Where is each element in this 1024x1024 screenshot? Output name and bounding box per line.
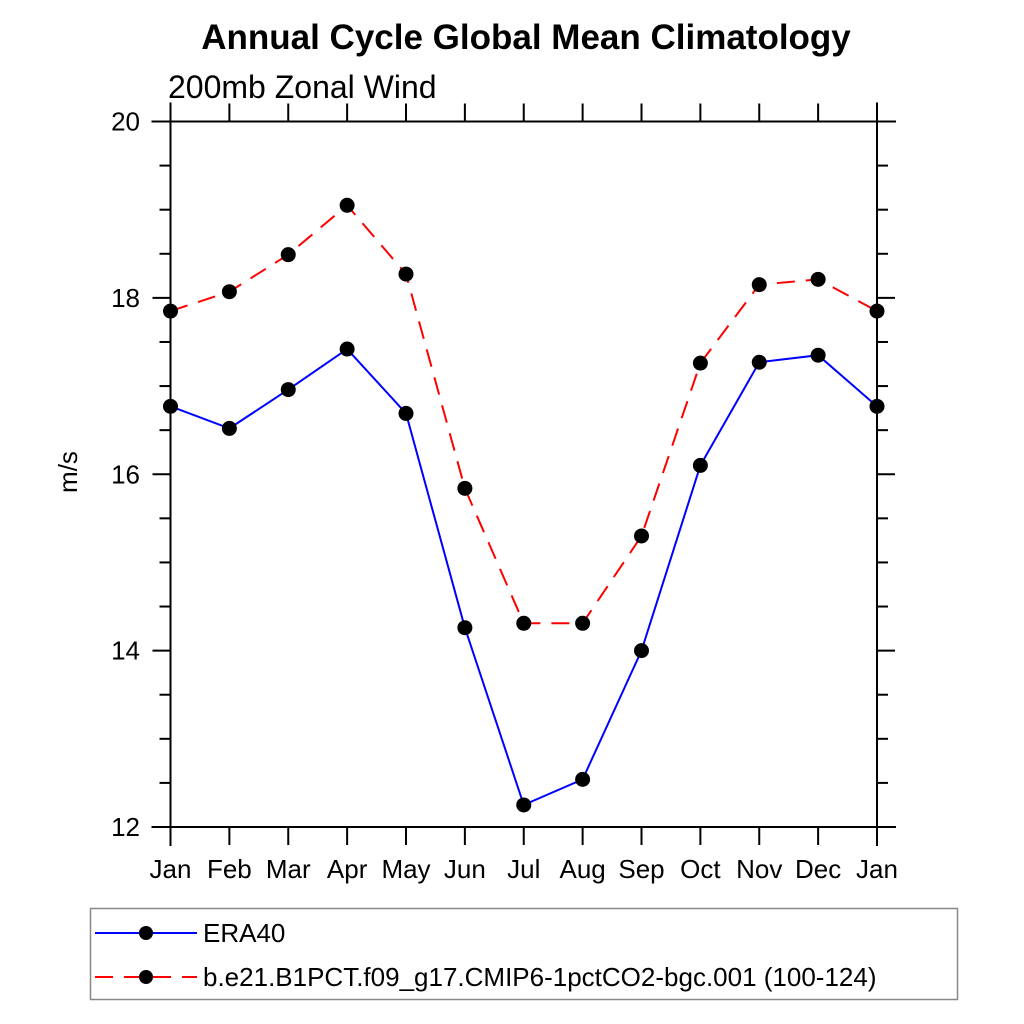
y-tick-label: 18: [111, 283, 140, 313]
series-1-marker: [810, 271, 826, 287]
y-tick-label: 14: [111, 636, 140, 666]
y-tick-label: 20: [111, 107, 140, 137]
x-tick-label: Oct: [680, 854, 721, 884]
series-0-marker: [692, 457, 708, 473]
legend-label-0: ERA40: [203, 918, 285, 948]
x-tick-label: Jun: [444, 854, 486, 884]
x-tick-label: May: [381, 854, 430, 884]
series-0-marker: [398, 405, 414, 421]
series-markers: [163, 197, 885, 813]
series-0-marker: [634, 643, 649, 659]
x-tick-label: Mar: [266, 854, 311, 884]
y-axis-label: m/s: [53, 451, 83, 493]
series-lines: [170, 203, 878, 807]
series-0-marker: [869, 398, 885, 414]
x-tick-label: Feb: [207, 854, 252, 884]
y-axis-ticks: [152, 120, 895, 828]
series-0-marker: [280, 382, 296, 398]
legend-marker-1: [139, 970, 153, 984]
series-1-marker: [751, 277, 767, 293]
chart-title: Annual Cycle Global Mean Climatology: [201, 18, 851, 57]
x-tick-label: Apr: [327, 854, 368, 884]
series-1-marker: [516, 615, 532, 631]
x-axis-ticks: [169, 103, 878, 845]
series-0-marker: [457, 620, 473, 636]
series-line-0: [170, 347, 878, 807]
series-1-marker: [398, 266, 414, 282]
legend: ERA40 b.e21.B1PCT.f09_g17.CMIP6-1pctCO2-b…: [89, 907, 959, 1001]
series-1-marker: [221, 284, 237, 300]
series-1-marker: [280, 247, 296, 263]
x-tick-label: Jan: [150, 854, 192, 884]
y-tick-labels: 12 14 16 18 20: [111, 107, 140, 843]
plot-frame: [151, 102, 896, 846]
x-tick-label: Nov: [736, 854, 782, 884]
legend-marker-0: [139, 926, 153, 940]
series-0-marker: [810, 347, 826, 363]
series-line-1: [170, 203, 878, 625]
x-tick-label: Jul: [507, 854, 540, 884]
x-tick-label: Dec: [795, 854, 841, 884]
x-tick-label: Aug: [559, 854, 605, 884]
x-tick-label: Jan: [856, 854, 898, 884]
series-1-marker: [457, 480, 473, 496]
series-1-marker: [869, 303, 885, 319]
series-1-marker: [692, 355, 708, 371]
series-0-marker: [339, 341, 355, 357]
y-tick-label: 12: [111, 812, 140, 842]
series-1-marker: [634, 528, 649, 544]
series-0-marker: [516, 797, 532, 813]
x-tick-label: Sep: [618, 854, 664, 884]
legend-label-1: b.e21.B1PCT.f09_g17.CMIP6-1pctCO2-bgc.00…: [203, 962, 877, 992]
x-tick-labels: Jan Feb Mar Apr May Jun Jul Aug Sep Oct Nov Dec Jan: [150, 854, 898, 884]
y-tick-label: 16: [111, 459, 140, 489]
series-0-marker: [751, 354, 767, 370]
chart-subtitle: 200mb Zonal Wind: [168, 69, 437, 105]
series-1-marker: [163, 303, 178, 319]
series-0-marker: [163, 398, 178, 414]
legend-box: [89, 907, 959, 1001]
series-1-marker: [575, 615, 591, 631]
series-1-marker: [339, 197, 355, 213]
series-0-marker: [221, 420, 237, 436]
series-0-marker: [575, 771, 591, 787]
